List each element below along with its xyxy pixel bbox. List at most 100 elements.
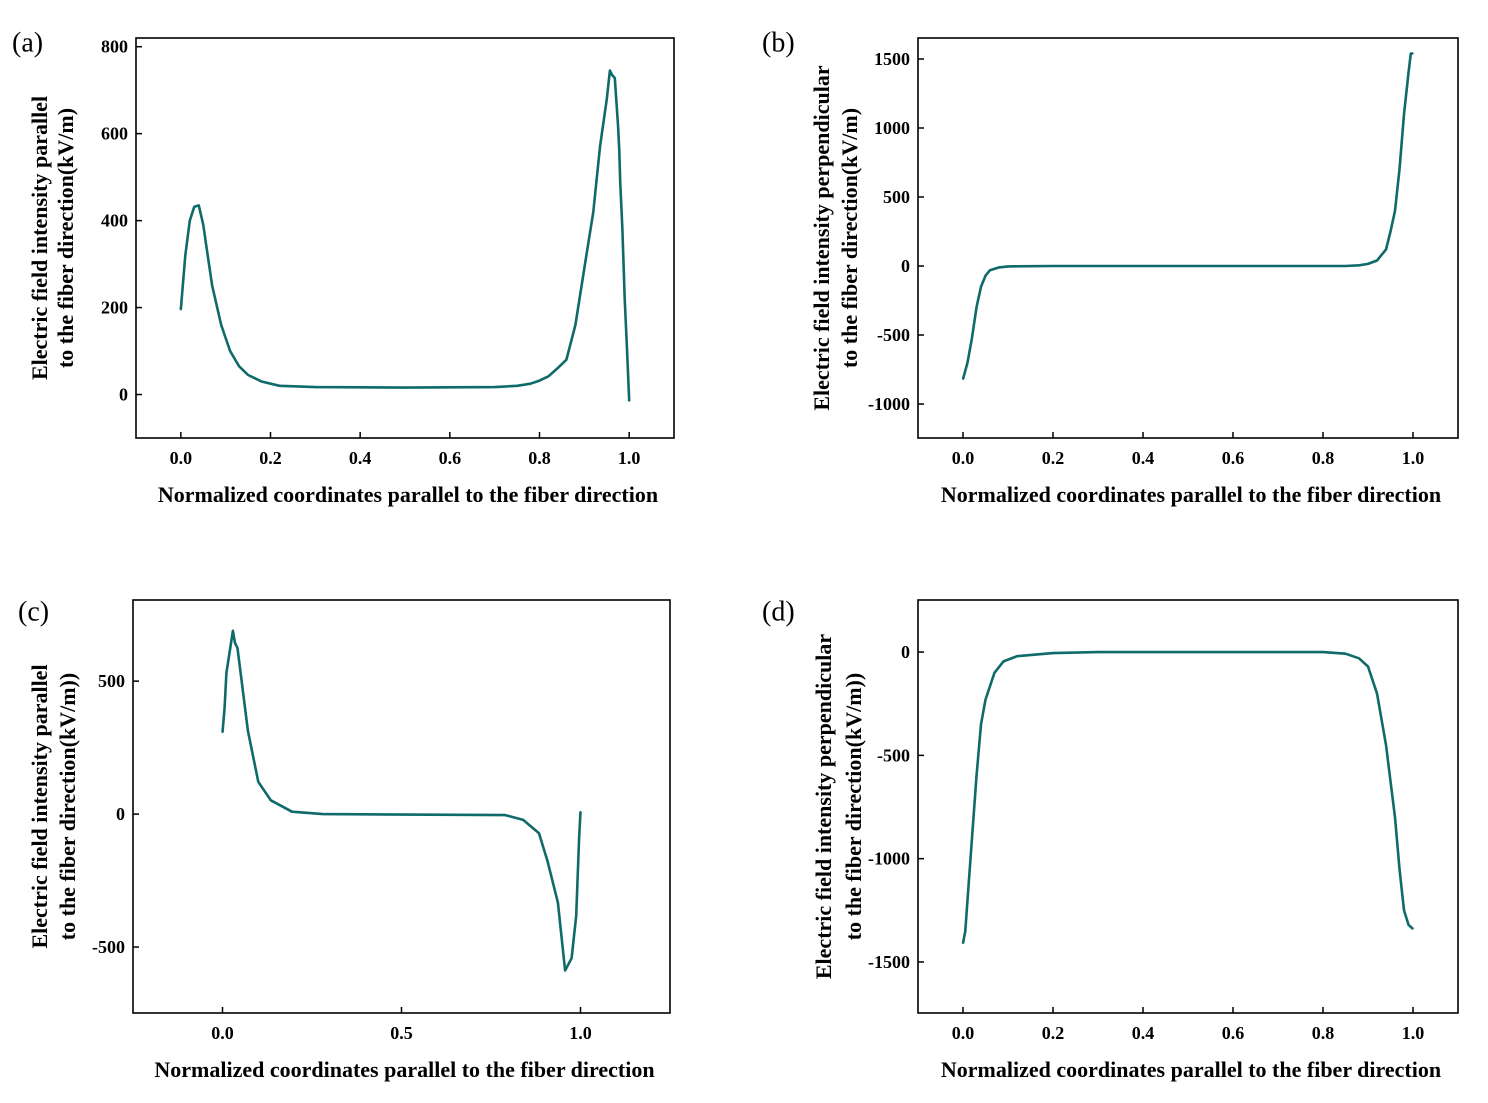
subplot-d: (d) 0.0 0.2 0.4 0.6 0.8 1.0 -1500 -1000 -500 0 Norm…: [762, 596, 1459, 1082]
subplot-c: (c) 0.0 0.5 1.0 -500 0 500 Normalized coordinat…: [18, 596, 671, 1082]
y-tick-label: 400: [101, 211, 128, 231]
data-point: [1358, 657, 1360, 660]
data-point: [962, 378, 964, 381]
data-point: [247, 374, 249, 376]
y-tick-label: 500: [883, 187, 910, 207]
y-axis-label: Electric field intensity parallel: [27, 96, 52, 380]
y-tick-label: -500: [877, 745, 910, 765]
data-point: [964, 930, 967, 932]
data-point: [962, 942, 964, 945]
data-point: [522, 819, 525, 821]
y-tick-label: 200: [101, 298, 128, 318]
x-tick-label: 0.4: [349, 448, 372, 468]
subplot-b: (b) 0.0 0.2 0.4 0.6 0.8 1.0 -1000 -500 0 500 1000 15…: [762, 27, 1459, 507]
data-point: [538, 379, 541, 382]
data-point: [225, 672, 228, 674]
y-tick-label: 0: [901, 256, 910, 276]
data-line: [179, 69, 631, 402]
data-point: [617, 124, 619, 126]
y-axis-label: Electric field intensity perpendicular: [811, 634, 836, 979]
data-point: [1376, 259, 1378, 262]
data-point: [971, 837, 973, 839]
x-tick-label: 0.2: [1042, 1023, 1065, 1043]
data-point: [211, 285, 214, 287]
data-point: [599, 145, 601, 148]
data-point: [614, 77, 616, 79]
data-point: [234, 642, 236, 644]
x-tick-label: 0.2: [1042, 448, 1065, 468]
x-tick-label: 0.4: [1132, 1023, 1155, 1043]
y-axis-label: Electric field intensity parallel: [27, 664, 52, 948]
data-point: [236, 647, 239, 649]
data-point: [180, 308, 182, 311]
data-point: [1398, 868, 1401, 870]
data-point: [993, 671, 996, 674]
data-point: [611, 74, 613, 76]
data-point: [557, 901, 559, 904]
data-point: [565, 358, 568, 361]
y-axis-label: Electric field intensity perpendicular: [809, 65, 834, 410]
data-point: [618, 150, 621, 152]
data-point: [270, 799, 272, 802]
data-point: [1052, 652, 1054, 654]
x-tick-label: 1.0: [569, 1023, 592, 1043]
data-point: [989, 269, 991, 271]
data-point: [574, 324, 577, 326]
x-tick-label: 1.0: [1402, 448, 1425, 468]
data-point: [966, 361, 969, 364]
data-point: [193, 205, 196, 208]
data-point: [538, 832, 540, 835]
y-tick-label: -500: [92, 937, 125, 957]
data-point: [623, 298, 626, 300]
data-point: [547, 375, 550, 378]
data-point: [1016, 655, 1018, 657]
data-point: [583, 267, 586, 270]
data-point: [575, 915, 578, 917]
data-point: [1412, 52, 1414, 55]
panel-label: (c): [18, 596, 49, 627]
x-axis-label: Normalized coordinates parallel to the f…: [158, 482, 658, 507]
y-tick-label: 1000: [874, 118, 910, 138]
x-tick-label: 1.0: [618, 448, 641, 468]
data-point: [1403, 909, 1405, 912]
data-point: [229, 350, 231, 352]
data-line: [961, 650, 1414, 944]
data-point: [238, 365, 240, 368]
data-point: [189, 219, 191, 222]
data-point: [570, 957, 573, 960]
data-point: [980, 285, 982, 288]
data-point: [1385, 744, 1387, 746]
data-point: [504, 814, 507, 816]
x-tick-label: 0.6: [439, 448, 462, 468]
data-point: [975, 306, 978, 309]
x-tick-label: 0.6: [1222, 448, 1245, 468]
y-tick-label: 1500: [874, 49, 910, 69]
y-axis-label: to the fiber direction(kV/m)): [55, 673, 80, 940]
data-point: [1052, 265, 1054, 267]
data-point: [1385, 248, 1387, 251]
data-point: [1007, 265, 1009, 268]
data-point: [220, 324, 222, 326]
data-point: [984, 698, 987, 701]
data-point: [605, 98, 608, 100]
x-tick-label: 1.0: [1402, 1023, 1425, 1043]
y-tick-label: 800: [101, 37, 128, 57]
data-point: [564, 969, 566, 972]
y-tick-label: 500: [98, 671, 125, 691]
data-point: [975, 775, 978, 777]
y-axis-label: to the fiber direction(kV/m): [53, 108, 78, 368]
y-tick-label: 0: [901, 642, 910, 662]
data-point: [1002, 660, 1005, 663]
data-point: [247, 730, 249, 732]
plot-frame: [917, 37, 1459, 439]
data-point: [609, 69, 611, 72]
panel-label: (d): [762, 596, 795, 627]
x-tick-label: 0.0: [211, 1023, 234, 1043]
y-axis-label: to the fiber direction(kV/m): [837, 108, 862, 368]
x-tick-label: 0.4: [1132, 448, 1155, 468]
plot-frame: [917, 599, 1459, 1014]
subplot-a: (a) 0.0 0.2 0.4 0.6 0.8 1.0 0 200 400 600 800 Normal…: [12, 27, 675, 507]
y-tick-label: -1000: [868, 394, 910, 414]
y-tick-label: 0: [119, 385, 128, 405]
data-point: [291, 810, 293, 813]
